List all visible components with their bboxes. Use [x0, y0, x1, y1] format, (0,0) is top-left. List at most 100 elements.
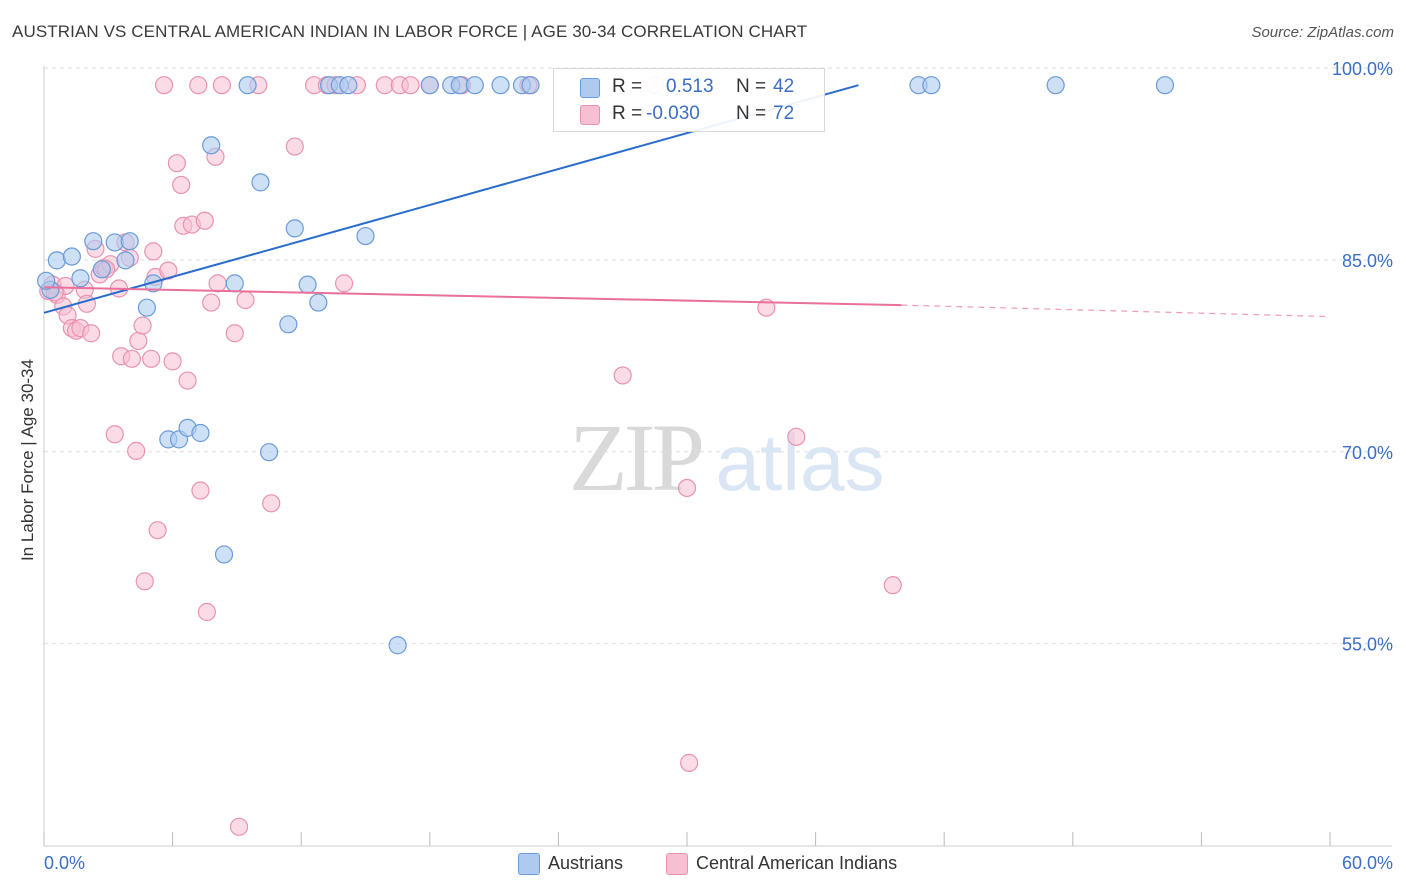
data-point-austrians	[491, 76, 510, 95]
data-point-central-american-indians	[680, 753, 699, 772]
data-point-central-american-indians	[208, 274, 227, 293]
data-point-austrians	[238, 76, 257, 95]
data-point-austrians	[116, 251, 135, 270]
data-point-central-american-indians	[178, 371, 197, 390]
data-point-central-american-indians	[133, 316, 152, 335]
data-point-central-american-indians	[757, 298, 776, 317]
data-point-austrians	[922, 76, 941, 95]
data-point-central-american-indians	[129, 331, 148, 351]
data-point-austrians	[388, 636, 407, 655]
n-value: 42	[773, 76, 795, 97]
source-credit: Source: ZipAtlas.com	[1251, 24, 1394, 41]
data-point-austrians	[465, 76, 484, 95]
data-point-austrians	[285, 219, 304, 238]
data-point-austrians	[1155, 76, 1175, 95]
data-point-austrians	[1046, 76, 1065, 95]
data-point-central-american-indians	[401, 76, 420, 95]
data-point-austrians	[84, 232, 103, 251]
series-austrians	[37, 76, 1175, 655]
data-point-central-american-indians	[135, 572, 154, 591]
trend-line-central-american-indians	[43, 286, 902, 307]
n-value: 72	[773, 103, 795, 124]
data-point-central-american-indians	[677, 478, 697, 498]
data-point-austrians	[279, 315, 298, 334]
data-point-central-american-indians	[105, 425, 124, 444]
data-point-central-american-indians	[189, 76, 208, 95]
data-point-austrians	[37, 271, 56, 290]
data-point-austrians	[298, 275, 317, 294]
data-point-central-american-indians	[144, 242, 163, 261]
data-point-central-american-indians	[285, 137, 304, 156]
data-point-austrians	[71, 269, 90, 288]
data-point-central-american-indians	[154, 76, 174, 95]
series-legend: Austrians Central American Indians	[0, 852, 1406, 878]
data-point-central-american-indians	[229, 817, 249, 836]
data-point-central-american-indians	[202, 293, 221, 312]
data-point-austrians	[105, 233, 124, 252]
legend-row-central-american-indians: R = -0.030 N = 72	[554, 101, 824, 127]
data-point-austrians	[92, 260, 111, 279]
r-value: -0.030	[646, 103, 700, 124]
data-point-central-american-indians	[82, 324, 101, 343]
data-point-central-american-indians	[225, 324, 244, 343]
n-label: N =	[736, 103, 767, 124]
data-point-central-american-indians	[167, 154, 186, 173]
y-tick-label: 85.0%	[1342, 251, 1393, 271]
correlation-legend: R = 0.513 N = 42 R = -0.030 N = 72	[553, 68, 825, 132]
data-point-austrians	[259, 443, 279, 462]
data-point-austrians	[137, 298, 156, 317]
data-point-austrians	[144, 274, 163, 293]
data-point-austrians	[47, 251, 66, 270]
r-value: 0.513	[666, 76, 714, 97]
data-point-austrians	[251, 173, 270, 192]
data-point-central-american-indians	[334, 274, 354, 293]
legend-label: Austrians	[548, 853, 624, 873]
tick-labels: 55.0% 70.0% 85.0% 100.0% 0.0% 60.0%	[44, 59, 1393, 873]
y-axis-label: In Labor Force | Age 30-34	[18, 359, 37, 561]
data-point-central-american-indians	[262, 494, 281, 513]
data-point-austrians	[62, 247, 81, 266]
axis-layer	[43, 66, 1392, 847]
data-point-austrians	[191, 423, 210, 443]
data-point-austrians	[356, 226, 375, 246]
data-point-central-american-indians	[613, 366, 632, 385]
r-label: R =	[612, 76, 643, 97]
data-point-austrians	[202, 136, 221, 155]
watermark: ZIP atlas	[569, 404, 884, 511]
trend-line-extension	[901, 304, 1331, 318]
legend-row-austrians: R = 0.513 N = 42	[554, 74, 824, 100]
legend-swatch-central-american-indians	[580, 105, 600, 125]
data-point-central-american-indians	[163, 352, 182, 371]
data-point-central-american-indians	[212, 76, 231, 95]
data-point-austrians	[420, 76, 439, 95]
data-point-austrians	[339, 76, 358, 95]
legend-swatch-austrians	[518, 853, 540, 875]
y-tick-label: 55.0%	[1342, 635, 1393, 655]
y-tick-label: 100.0%	[1332, 59, 1393, 79]
legend-swatch-austrians	[580, 78, 600, 98]
data-point-central-american-indians	[122, 349, 141, 368]
data-point-central-american-indians	[191, 481, 210, 500]
data-point-central-american-indians	[159, 261, 178, 280]
x-tick-label: 0.0%	[44, 853, 85, 873]
legend-label: Central American Indians	[696, 853, 898, 873]
data-point-central-american-indians	[195, 211, 214, 230]
data-point-austrians	[120, 232, 139, 251]
y-tick-label: 70.0%	[1342, 443, 1393, 463]
legend-swatch-central-american-indians	[666, 853, 688, 875]
data-point-central-american-indians	[77, 294, 96, 313]
data-point-central-american-indians	[172, 175, 191, 195]
data-point-central-american-indians	[236, 290, 255, 310]
r-label: R =	[612, 103, 643, 124]
chart-title: AUSTRIAN VS CENTRAL AMERICAN INDIAN IN L…	[12, 22, 808, 41]
grid-layer	[44, 67, 1392, 645]
n-label: N =	[736, 76, 767, 97]
data-point-central-american-indians	[883, 576, 902, 595]
data-point-central-american-indians	[787, 427, 806, 446]
data-point-central-american-indians	[127, 441, 146, 460]
x-tick-label: 60.0%	[1342, 853, 1393, 873]
data-point-austrians	[225, 274, 244, 293]
data-point-austrians	[309, 293, 328, 312]
data-point-central-american-indians	[197, 602, 216, 622]
